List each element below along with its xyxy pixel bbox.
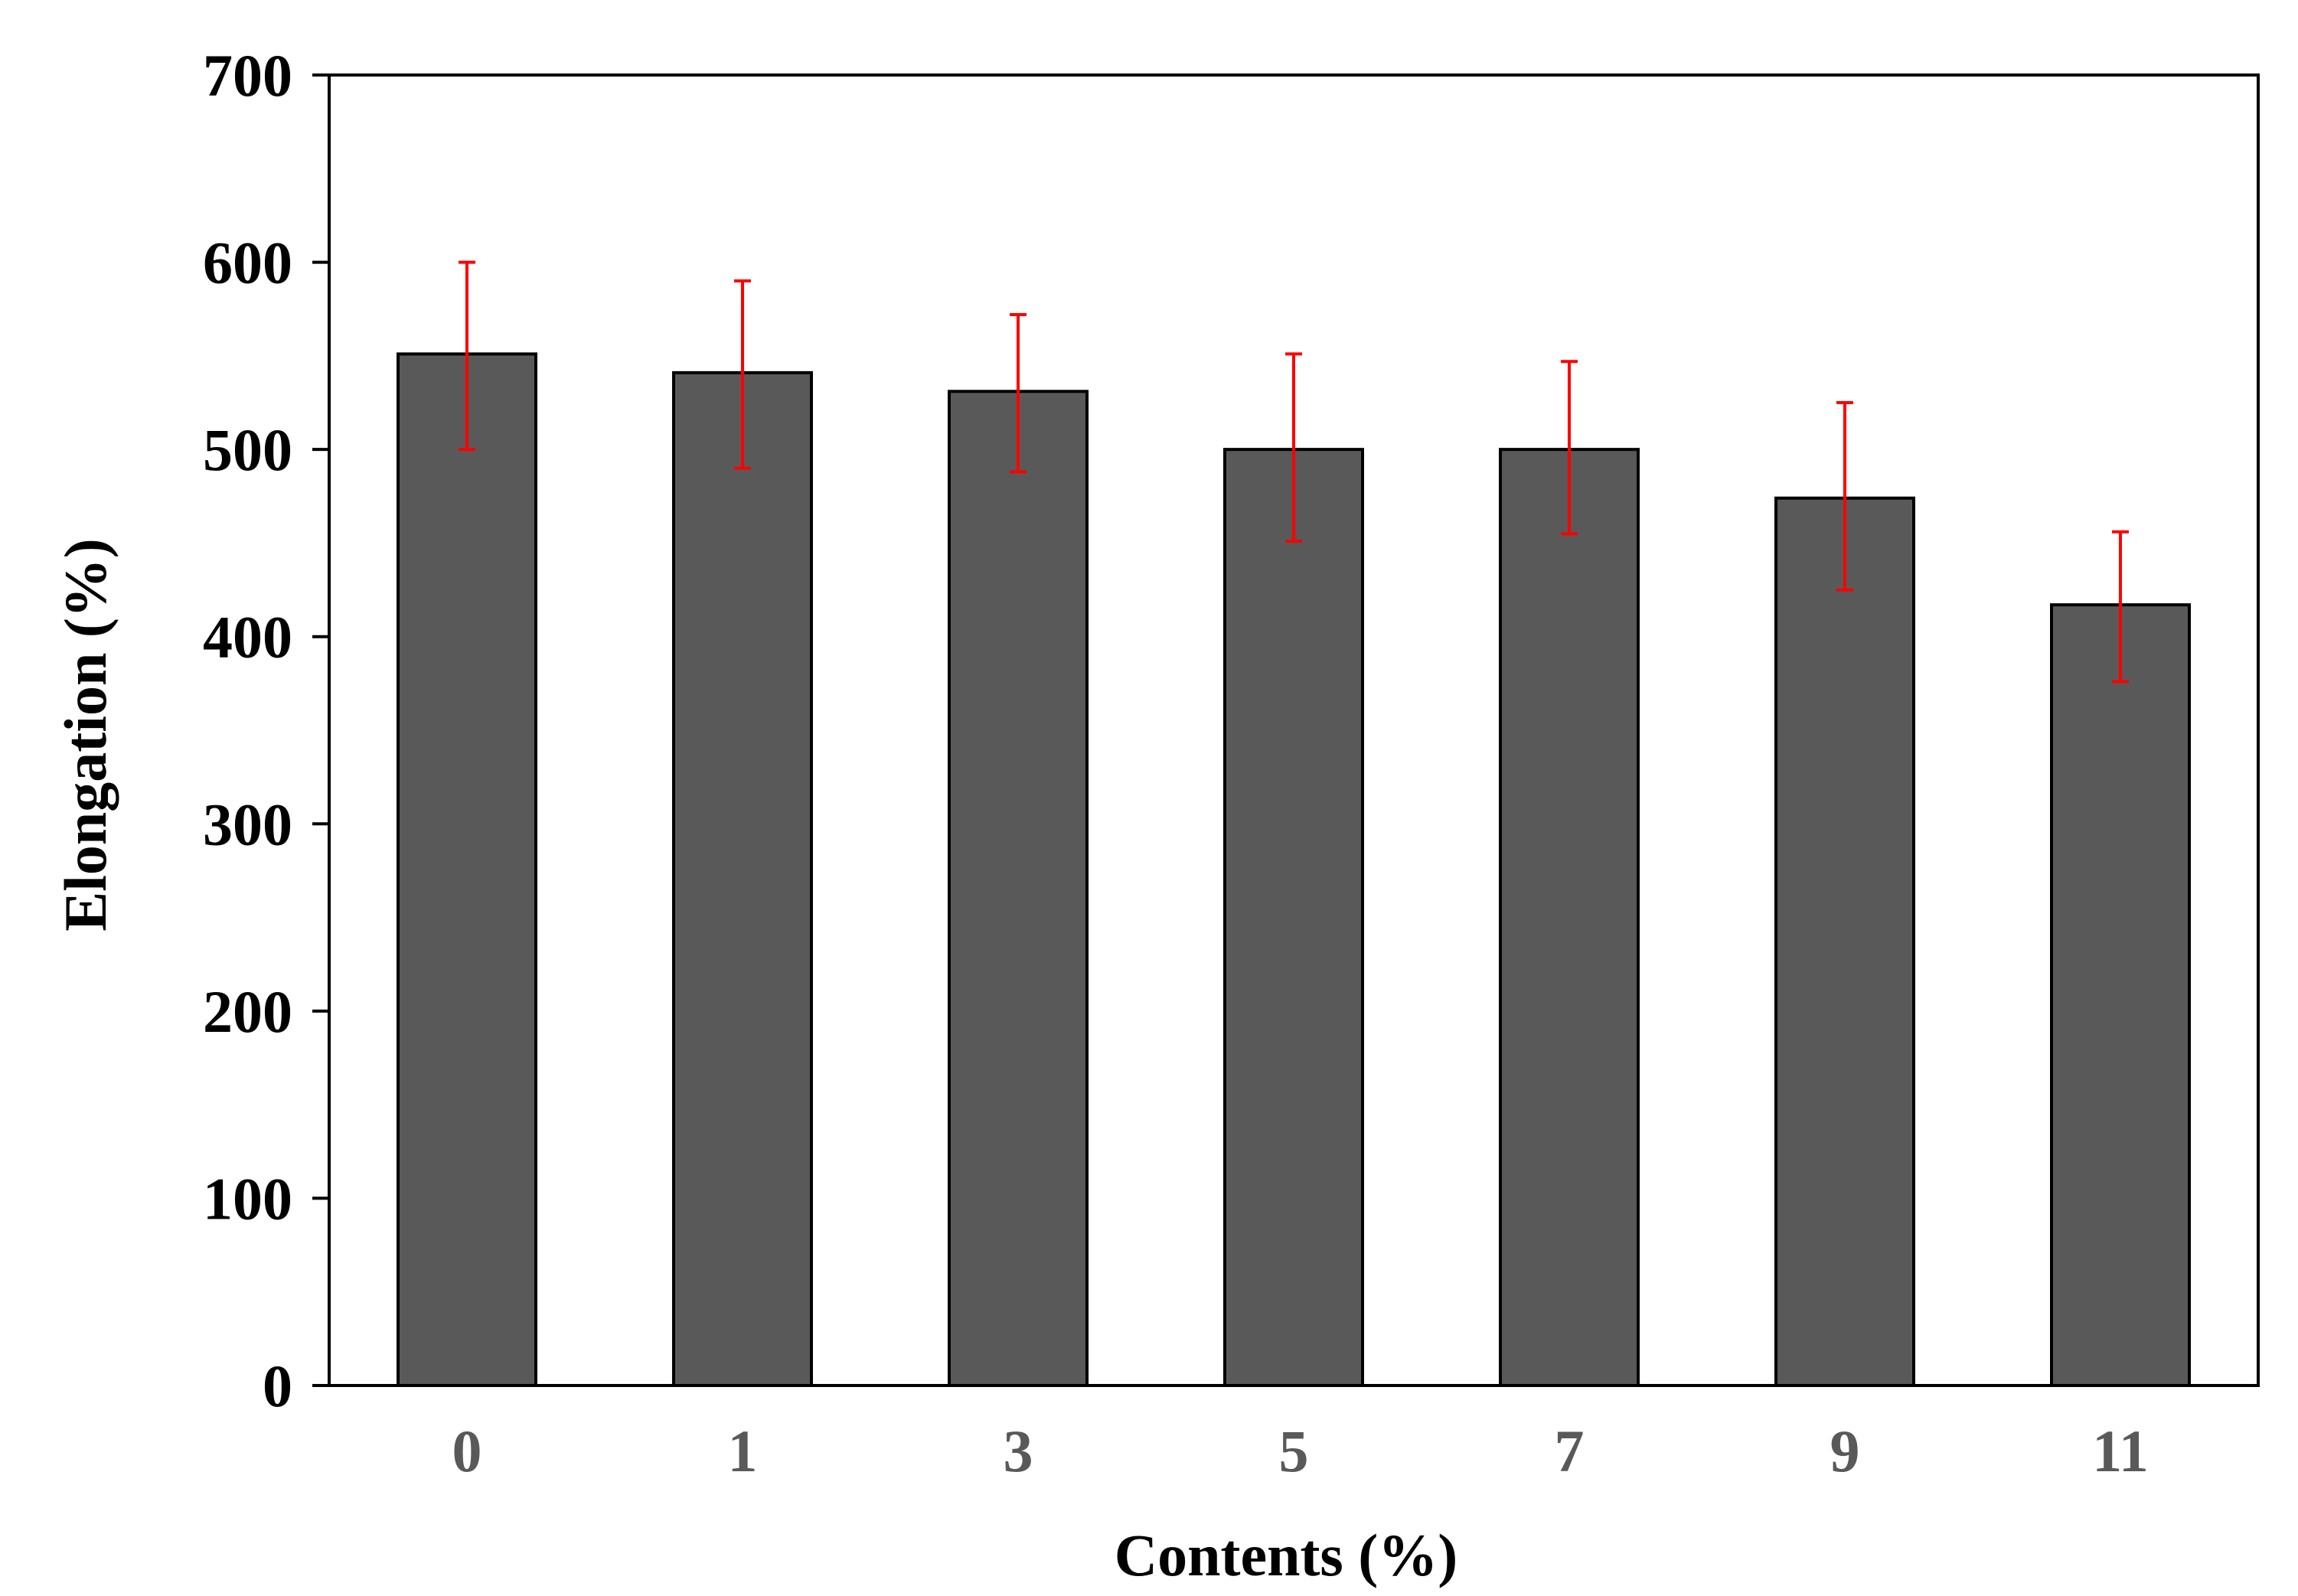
bar: [948, 390, 1089, 1388]
x-tick-label: 9: [1830, 1418, 1860, 1484]
y-axis: 0 100 200 300 400 500 600 700: [203, 42, 329, 1419]
bar-series: [397, 352, 2191, 1388]
y-tick-label: 400: [203, 604, 292, 671]
error-bar: [734, 279, 751, 470]
error-bar: [1285, 352, 1302, 543]
error-bar: [2112, 530, 2129, 684]
y-tick-label: 200: [203, 978, 292, 1045]
y-tick-label: 100: [203, 1165, 292, 1232]
error-bar: [1836, 401, 1853, 592]
bar: [1223, 448, 1364, 1388]
x-tick-label: 1: [728, 1418, 758, 1484]
y-tick-label: 500: [203, 416, 292, 483]
bar: [397, 352, 537, 1388]
error-bar: [1010, 313, 1027, 474]
x-tick-label: 0: [452, 1418, 482, 1484]
error-bar: [1561, 360, 1578, 536]
error-bars: [459, 260, 2129, 684]
bar: [2050, 603, 2191, 1387]
x-tick-label: 11: [2092, 1418, 2149, 1484]
x-axis: 0 1 3 5 7 9 11: [452, 1418, 2149, 1484]
y-tick-label: 600: [203, 230, 292, 296]
y-axis-title: Elongation (%): [52, 538, 119, 932]
bar: [1774, 496, 1915, 1387]
bar: [672, 370, 813, 1388]
y-tick-label: 0: [263, 1353, 292, 1419]
y-tick-label: 300: [203, 791, 292, 857]
error-bar: [459, 260, 475, 452]
x-axis-title: Contents (%): [1115, 1522, 1457, 1588]
bar: [1499, 448, 1640, 1388]
x-tick-label: 7: [1555, 1418, 1585, 1484]
x-tick-label: 3: [1004, 1418, 1033, 1484]
y-tick-label: 700: [203, 42, 292, 109]
x-tick-label: 5: [1279, 1418, 1309, 1484]
